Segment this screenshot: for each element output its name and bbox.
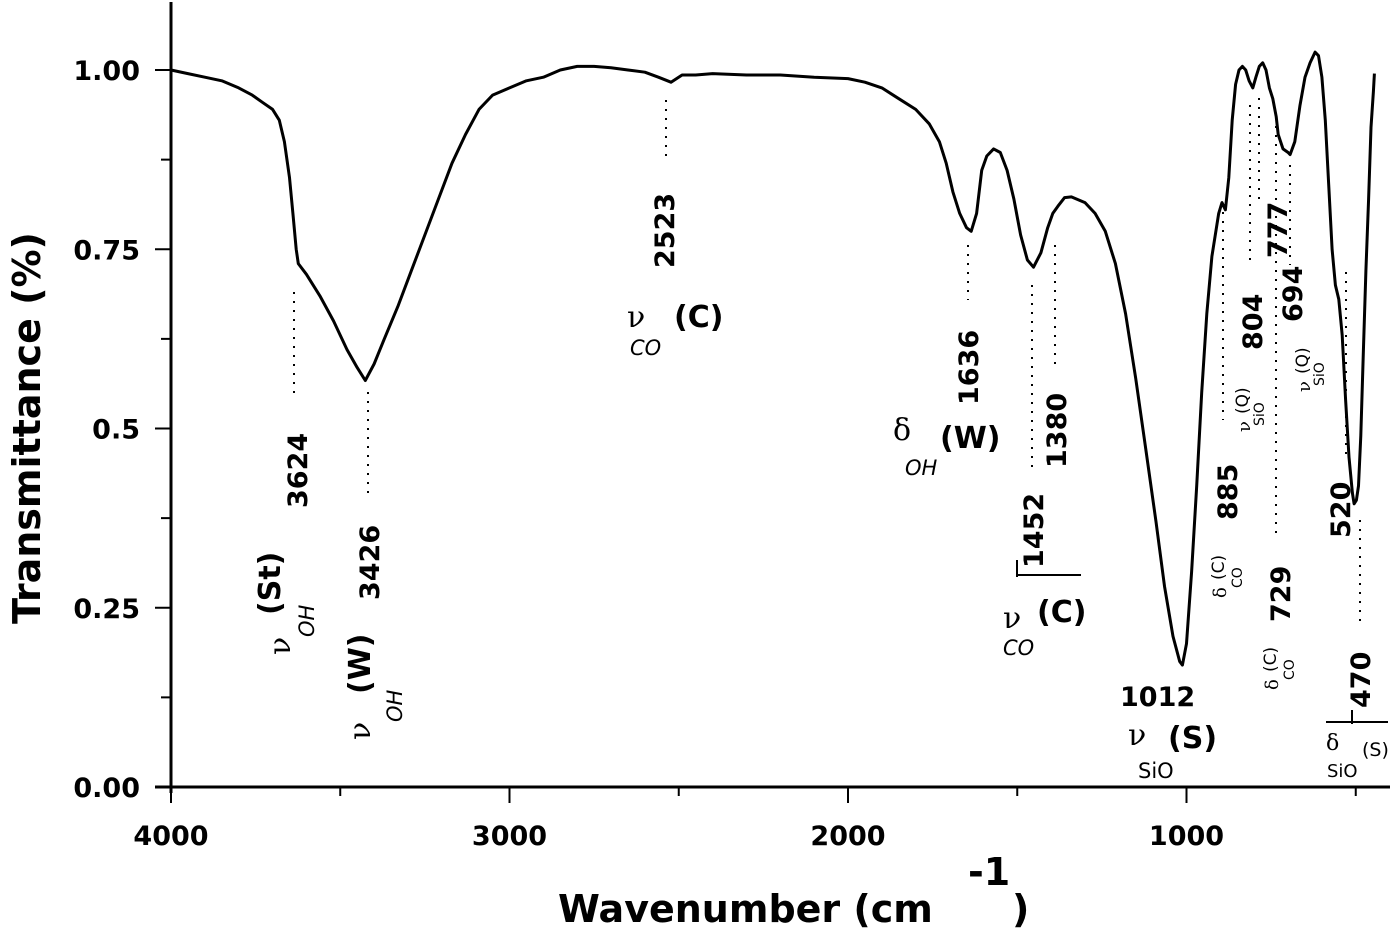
peak-label-3426: 3426 [355, 525, 386, 600]
peak-label-470: 470 [1346, 652, 1377, 708]
annotation-3426: 3426 ν OH (W) [343, 525, 407, 740]
annotation-804: 804 ν SiO (Q) [1233, 294, 1269, 432]
x-axis-title-text: Wavenumber (cm [558, 887, 933, 931]
annotation-1636: 1636 δ OH (W) [893, 330, 1001, 480]
subscript-sio: SiO [1312, 362, 1328, 386]
delta-symbol: δ [1210, 587, 1231, 598]
nu-symbol: ν [627, 300, 645, 335]
assignment-s: (S) [1362, 739, 1389, 761]
assignment-st: (St) [253, 552, 288, 615]
subscript-sio: SiO [1138, 759, 1174, 783]
subscript-oh: OH [383, 689, 407, 722]
annotation-3624: 3624 ν OH (St) [253, 433, 319, 655]
assignment-q: (Q) [1293, 347, 1313, 374]
delta-symbol: δ [1326, 731, 1339, 756]
assignment-w: (W) [343, 633, 378, 694]
peak-label-1012: 1012 [1120, 682, 1195, 713]
peak-label-777: 777 [1263, 202, 1294, 258]
subscript-oh: OH [905, 456, 938, 480]
peak-label-729: 729 [1266, 566, 1297, 622]
delta-symbol: δ [893, 413, 911, 448]
assignment-c: (C) [1209, 555, 1229, 580]
subscript-co: CO [1003, 636, 1034, 660]
peak-label-1636: 1636 [954, 330, 985, 405]
annotation-1452-1380: 1452 1380 ν CO (C) [1003, 393, 1086, 660]
nu-symbol: ν [263, 637, 298, 655]
x-axis-title-close: ) [1012, 887, 1029, 931]
annotation-694: 694 ν SiO (Q) [1278, 266, 1328, 392]
peak-label-1380: 1380 [1042, 393, 1073, 468]
x-tick-label: 2000 [810, 821, 885, 852]
x-tick-label: 1000 [1149, 821, 1224, 852]
annotation-2523: 2523 ν CO (C) [627, 193, 723, 360]
nu-symbol: ν [1234, 421, 1255, 432]
peak-label-885: 885 [1213, 464, 1244, 520]
assignment-c: (C) [1037, 595, 1086, 630]
annotation-1012: 1012 ν (S) SiO [1120, 682, 1217, 783]
subscript-co: CO [1282, 659, 1298, 680]
assignment-c: (C) [1261, 647, 1281, 672]
y-tick-label: 0.75 [73, 235, 140, 266]
assignment-w: (W) [940, 421, 1001, 456]
peak-label-2523: 2523 [650, 193, 681, 268]
subscript-co: CO [630, 336, 661, 360]
assignment-c: (C) [674, 300, 723, 335]
subscript-sio: SiO [1252, 402, 1268, 426]
y-axis-title: Transmittance (%) [5, 232, 49, 624]
y-tick-label: 0.5 [92, 415, 140, 446]
peak-label-520: 520 [1326, 482, 1357, 538]
annotation-520-470: 520 470 δ SiO (S) [1326, 482, 1389, 782]
peak-label-694: 694 [1278, 266, 1309, 322]
nu-symbol: ν [1128, 718, 1146, 753]
assignment-q: (Q) [1233, 387, 1253, 414]
subscript-co: CO [1230, 567, 1246, 588]
peak-label-804: 804 [1238, 294, 1269, 350]
annotation-729: 729 δ CO (C) [1261, 566, 1298, 690]
subscript-oh: OH [295, 604, 319, 637]
nu-symbol: ν [1003, 601, 1021, 636]
x-axis-title-superscript: -1 [968, 850, 1010, 894]
y-tick-label: 1.00 [73, 56, 140, 87]
peak-label-1452: 1452 [1019, 493, 1050, 568]
annotation-885: 885 δ CO (C) [1209, 464, 1246, 598]
annotation-777: 777 [1263, 202, 1294, 258]
nu-symbol: ν [1294, 381, 1315, 392]
x-axis-ticks: 4000 3000 2000 1000 [133, 787, 1357, 852]
y-tick-label: 0.00 [73, 773, 140, 804]
spectrum-curve [170, 50, 1376, 667]
x-axis-title: Wavenumber (cm -1 ) [558, 850, 1029, 931]
delta-symbol: δ [1262, 679, 1283, 690]
y-tick-label: 0.25 [73, 594, 140, 625]
nu-symbol: ν [343, 722, 378, 740]
peak-guide-lines [293, 98, 1361, 625]
y-axis-ticks: 1.00 0.75 0.5 0.25 0.00 [73, 56, 171, 804]
x-tick-label: 3000 [472, 821, 547, 852]
x-tick-label: 4000 [133, 821, 208, 852]
assignment-s: (S) [1168, 721, 1217, 756]
peak-label-3624: 3624 [283, 433, 314, 508]
subscript-sio: SiO [1327, 761, 1358, 782]
